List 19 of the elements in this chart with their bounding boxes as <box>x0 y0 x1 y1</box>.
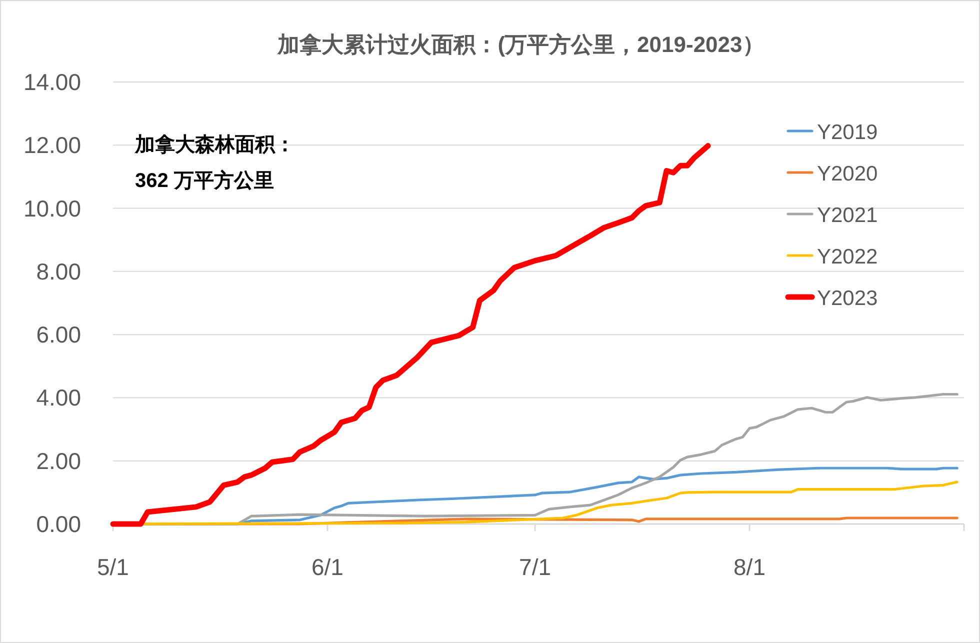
y-tick-label: 8.00 <box>36 258 81 284</box>
y-tick-label: 0.00 <box>36 511 81 537</box>
legend-label: Y2020 <box>817 162 878 186</box>
x-tick-label: 6/1 <box>311 554 344 580</box>
y-tick-label: 6.00 <box>36 322 81 348</box>
y-tick-label: 14.00 <box>23 69 81 95</box>
legend-label: Y2021 <box>817 204 878 227</box>
y-tick-label: 10.00 <box>23 195 81 222</box>
y-tick-label: 4.00 <box>36 384 81 411</box>
x-tick-label: 5/1 <box>97 554 129 580</box>
legend-label: Y2022 <box>817 246 878 268</box>
y-tick-label: 2.00 <box>36 448 81 474</box>
y-tick-label: 12.00 <box>23 132 81 158</box>
legend-label: Y2023 <box>817 287 878 310</box>
chart-title: 加拿大累计过火面积：(万平方公里，2019-2023） <box>276 32 764 57</box>
annotation: 加拿大森林面积： 362 万平方公里 <box>134 134 295 192</box>
x-tick-label: 7/1 <box>519 554 552 580</box>
legend-label: Y2019 <box>817 121 878 144</box>
x-tick-label: 8/1 <box>734 554 766 580</box>
